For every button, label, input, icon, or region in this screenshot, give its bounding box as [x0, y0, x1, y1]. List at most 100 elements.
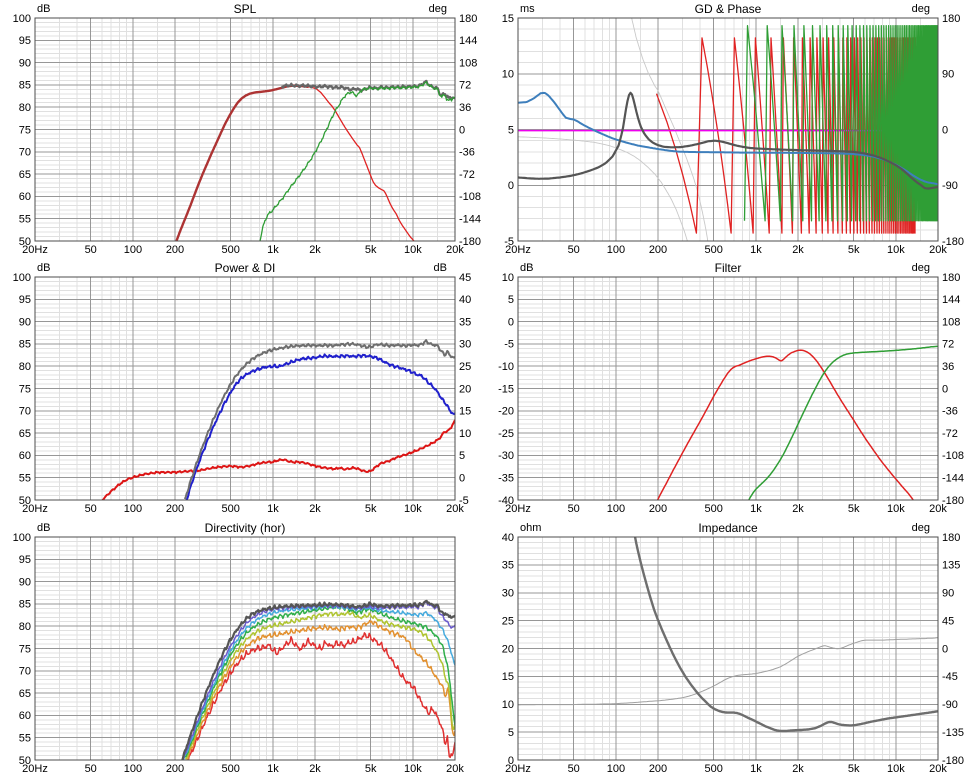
svg-text:2k: 2k	[309, 503, 321, 515]
grid	[518, 277, 938, 500]
svg-text:-10: -10	[498, 361, 514, 373]
svg-text:20Hz: 20Hz	[22, 763, 48, 775]
series-phase-reference-low	[518, 136, 688, 241]
svg-text:75: 75	[19, 383, 31, 395]
svg-text:180: 180	[942, 272, 960, 284]
svg-text:20k: 20k	[929, 763, 947, 775]
series-impedance-phase	[518, 637, 938, 706]
svg-text:500: 500	[222, 244, 240, 256]
series-group	[101, 339, 455, 500]
svg-text:35: 35	[502, 560, 514, 572]
svg-text:1k: 1k	[267, 763, 279, 775]
svg-text:65: 65	[19, 169, 31, 181]
svg-text:45: 45	[942, 615, 954, 627]
svg-text:85: 85	[19, 339, 31, 351]
chart-title: GD & Phase	[694, 2, 762, 16]
right-axis-unit: deg	[911, 262, 930, 274]
series-directivity-index	[101, 419, 455, 500]
svg-text:2k: 2k	[792, 763, 804, 775]
svg-text:55: 55	[19, 733, 31, 745]
svg-text:50: 50	[19, 236, 31, 248]
svg-text:36: 36	[459, 102, 471, 114]
svg-text:20Hz: 20Hz	[22, 244, 48, 256]
right-axis-unit: deg	[428, 3, 447, 15]
svg-text:50: 50	[568, 763, 580, 775]
series-tweeter-spl	[259, 80, 455, 241]
svg-text:20k: 20k	[929, 503, 947, 515]
svg-text:36: 36	[942, 361, 954, 373]
spl-plot-canvas: 100 180 95 144 90 108 85 72 80 36 75 0 70 -36 65 -72 60 -…	[13, 13, 481, 256]
svg-text:-5: -5	[459, 495, 469, 507]
svg-text:2k: 2k	[792, 503, 804, 515]
svg-text:100: 100	[607, 503, 625, 515]
svg-text:10k: 10k	[887, 503, 905, 515]
svg-text:25: 25	[459, 361, 471, 373]
svg-text:70: 70	[19, 666, 31, 678]
svg-text:50: 50	[85, 244, 97, 256]
svg-text:-72: -72	[942, 428, 958, 440]
svg-text:90: 90	[942, 69, 954, 81]
svg-text:180: 180	[459, 13, 477, 25]
plot-border	[34, 17, 456, 242]
left-axis-unit: dB	[37, 262, 51, 274]
series-woofer-filter	[656, 349, 915, 500]
svg-text:0: 0	[508, 316, 514, 328]
spl-chart: 100 180 95 144 90 108 85 72 80 36 75 0 70 -36 65 -72 60 -…	[0, 0, 483, 260]
svg-text:200: 200	[649, 503, 667, 515]
svg-text:-144: -144	[942, 473, 964, 485]
svg-text:10k: 10k	[887, 244, 905, 256]
series-woofer-spl	[175, 84, 310, 241]
svg-text:15: 15	[502, 671, 514, 683]
svg-text:15: 15	[459, 406, 471, 418]
plot-border	[34, 276, 456, 501]
series-system-group-delay	[518, 91, 938, 190]
svg-text:-40: -40	[498, 495, 514, 507]
gd-phase-chart: 15 180 10 90 5 0 0 -90 -5 -180 20Hz 50 100 200 500 1k 2k…	[483, 0, 966, 260]
svg-text:0: 0	[459, 473, 465, 485]
svg-text:70: 70	[19, 147, 31, 159]
svg-text:-108: -108	[459, 191, 481, 203]
filter-chart: 10 180 5 144 0 108 -5 72 -10 36 -15 0 -20 -36 -25 -72 -3…	[483, 259, 966, 519]
svg-text:90: 90	[19, 57, 31, 69]
svg-text:95: 95	[19, 294, 31, 306]
svg-text:0: 0	[942, 124, 948, 136]
series-dir-5	[186, 619, 455, 760]
svg-text:-180: -180	[942, 755, 964, 767]
svg-text:20k: 20k	[446, 244, 464, 256]
plot-border	[517, 17, 939, 242]
svg-text:100: 100	[13, 532, 31, 544]
directivity-chart: 100 95 90 85 80 75 70 65 60 55 50 20Hz 50 100 200 500 1k…	[0, 519, 483, 779]
svg-text:-144: -144	[459, 214, 481, 226]
left-axis-unit: ms	[520, 3, 535, 15]
chart-title: Impedance	[698, 521, 758, 535]
svg-text:60: 60	[19, 450, 31, 462]
svg-text:200: 200	[166, 763, 184, 775]
series-woofer-spl-rolloff	[297, 85, 415, 241]
svg-text:90: 90	[942, 588, 954, 600]
svg-text:2k: 2k	[309, 244, 321, 256]
svg-text:65: 65	[19, 428, 31, 440]
svg-text:5k: 5k	[365, 244, 377, 256]
plot-border	[517, 276, 939, 501]
right-axis-unit: deg	[911, 522, 930, 534]
svg-text:30: 30	[459, 339, 471, 351]
grid	[35, 537, 455, 760]
svg-text:200: 200	[166, 244, 184, 256]
svg-text:50: 50	[568, 244, 580, 256]
grid	[35, 277, 455, 500]
svg-text:-108: -108	[942, 450, 964, 462]
svg-text:80: 80	[19, 102, 31, 114]
chart-title: SPL	[233, 2, 257, 16]
svg-text:20k: 20k	[446, 763, 464, 775]
svg-text:200: 200	[649, 244, 667, 256]
svg-text:2k: 2k	[309, 763, 321, 775]
svg-text:35: 35	[459, 316, 471, 328]
svg-text:25: 25	[502, 615, 514, 627]
right-axis-unit: deg	[911, 3, 930, 15]
left-axis-unit: dB	[520, 262, 534, 274]
svg-text:500: 500	[222, 503, 240, 515]
